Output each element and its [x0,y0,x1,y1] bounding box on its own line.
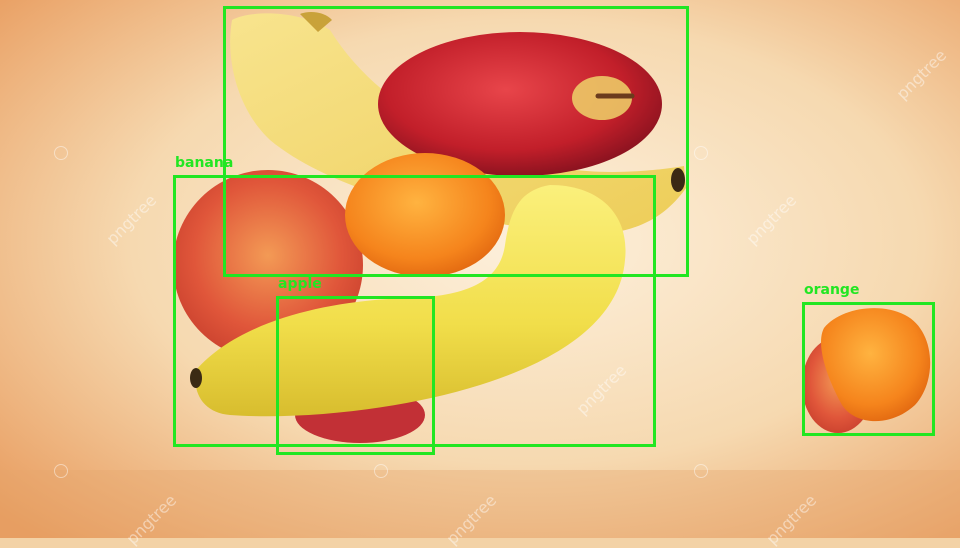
copyright-icon [694,146,708,160]
apple-top [378,32,662,176]
copyright-icon [694,464,708,478]
orange-middle [345,153,505,277]
detection-label-banana: banana [175,155,234,171]
detection-label-apple: apple [278,276,322,292]
copyright-icon [54,464,68,478]
detection-box-apple [276,296,435,455]
copyright-icon [374,464,388,478]
detection-box-banana [173,175,656,447]
orange-right [821,308,931,422]
banana-main [195,185,626,417]
detection-label-orange: orange [804,282,860,298]
detection-box [223,6,689,277]
copyright-icon [54,146,68,160]
detection-box-orange [802,302,935,436]
banana-top [230,13,686,235]
